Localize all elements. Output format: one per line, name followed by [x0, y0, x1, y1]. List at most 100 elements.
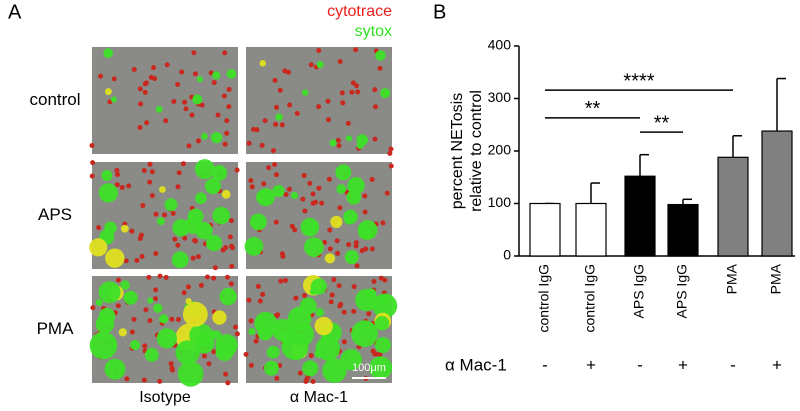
cell	[277, 87, 283, 93]
cell	[163, 274, 169, 280]
y-tick-label: 0	[503, 247, 511, 263]
cell	[337, 303, 343, 309]
cell	[115, 303, 121, 309]
cell	[382, 277, 388, 283]
cell	[211, 349, 217, 355]
cell	[228, 218, 234, 224]
cell	[221, 93, 227, 99]
x-tick-label: control IgG	[536, 264, 552, 332]
panel-label: A	[8, 1, 22, 23]
cell	[336, 184, 347, 194]
row-label: control	[29, 90, 80, 109]
cell	[324, 253, 336, 264]
cell	[328, 299, 334, 305]
x-tick-label: PMA	[768, 263, 784, 294]
cell	[287, 102, 293, 108]
cell	[335, 164, 352, 181]
cell	[131, 67, 137, 73]
micrograph-cells	[244, 161, 394, 269]
cell	[362, 209, 368, 215]
cell	[205, 235, 223, 252]
cell	[354, 263, 360, 269]
cell	[177, 361, 204, 387]
cell	[95, 299, 103, 306]
cell	[286, 186, 292, 192]
cell	[243, 351, 249, 357]
cell	[153, 287, 159, 293]
cell	[211, 275, 217, 281]
cell	[169, 365, 175, 371]
cell	[220, 247, 226, 253]
cell	[377, 351, 383, 357]
cell	[316, 185, 322, 191]
cell	[336, 283, 342, 289]
cell	[98, 73, 104, 79]
cell	[335, 137, 341, 143]
treatment-sign: -	[542, 355, 548, 374]
scale-bar-label: 100μm	[352, 362, 386, 374]
cell	[356, 142, 364, 150]
y-axis-label: relative to control	[468, 90, 485, 212]
cell	[341, 309, 347, 315]
cell	[222, 50, 228, 56]
cell	[212, 206, 230, 225]
cell	[327, 246, 333, 252]
cell	[292, 227, 298, 233]
cell	[118, 328, 127, 337]
cell	[274, 375, 280, 381]
y-tick-label: 200	[488, 142, 512, 158]
cell	[302, 292, 308, 298]
cell	[234, 167, 240, 173]
cell	[233, 324, 239, 330]
cell	[330, 215, 343, 228]
bar	[717, 156, 749, 257]
cell	[138, 101, 144, 107]
cell	[259, 60, 267, 67]
cell	[171, 251, 189, 269]
cell	[344, 250, 359, 265]
cell	[355, 89, 361, 95]
cell	[299, 297, 317, 315]
cell	[261, 181, 267, 187]
cell	[219, 287, 237, 306]
x-tick-label: control IgG	[582, 264, 598, 332]
cell	[189, 112, 195, 118]
treatment-sign: +	[678, 355, 688, 374]
cell	[148, 74, 154, 80]
cell	[234, 331, 240, 337]
cell	[201, 353, 207, 359]
significance-label: **	[654, 112, 670, 134]
cell	[369, 246, 375, 252]
cell	[198, 282, 204, 288]
cell	[182, 301, 208, 327]
cell	[253, 338, 259, 344]
cell	[175, 340, 200, 365]
cell	[192, 71, 198, 77]
cell	[111, 76, 117, 82]
cell	[388, 163, 394, 169]
cell	[337, 58, 343, 64]
cell	[195, 254, 201, 260]
cell	[211, 80, 217, 86]
cell	[369, 356, 393, 380]
cell	[227, 234, 233, 240]
cell	[314, 316, 333, 336]
cell	[89, 173, 95, 179]
treatment-label: α Mac-1	[445, 355, 507, 374]
cell	[274, 104, 280, 110]
cell	[144, 348, 159, 362]
cell	[377, 295, 390, 308]
cell	[168, 361, 174, 367]
cell	[249, 213, 267, 231]
cell	[326, 176, 332, 182]
cell	[115, 172, 121, 178]
bar	[667, 203, 699, 257]
cell	[378, 275, 384, 281]
cell	[137, 86, 143, 92]
cell	[343, 209, 358, 225]
cell	[294, 111, 300, 117]
cell	[285, 69, 291, 75]
cell	[380, 88, 391, 99]
cell	[310, 191, 316, 197]
